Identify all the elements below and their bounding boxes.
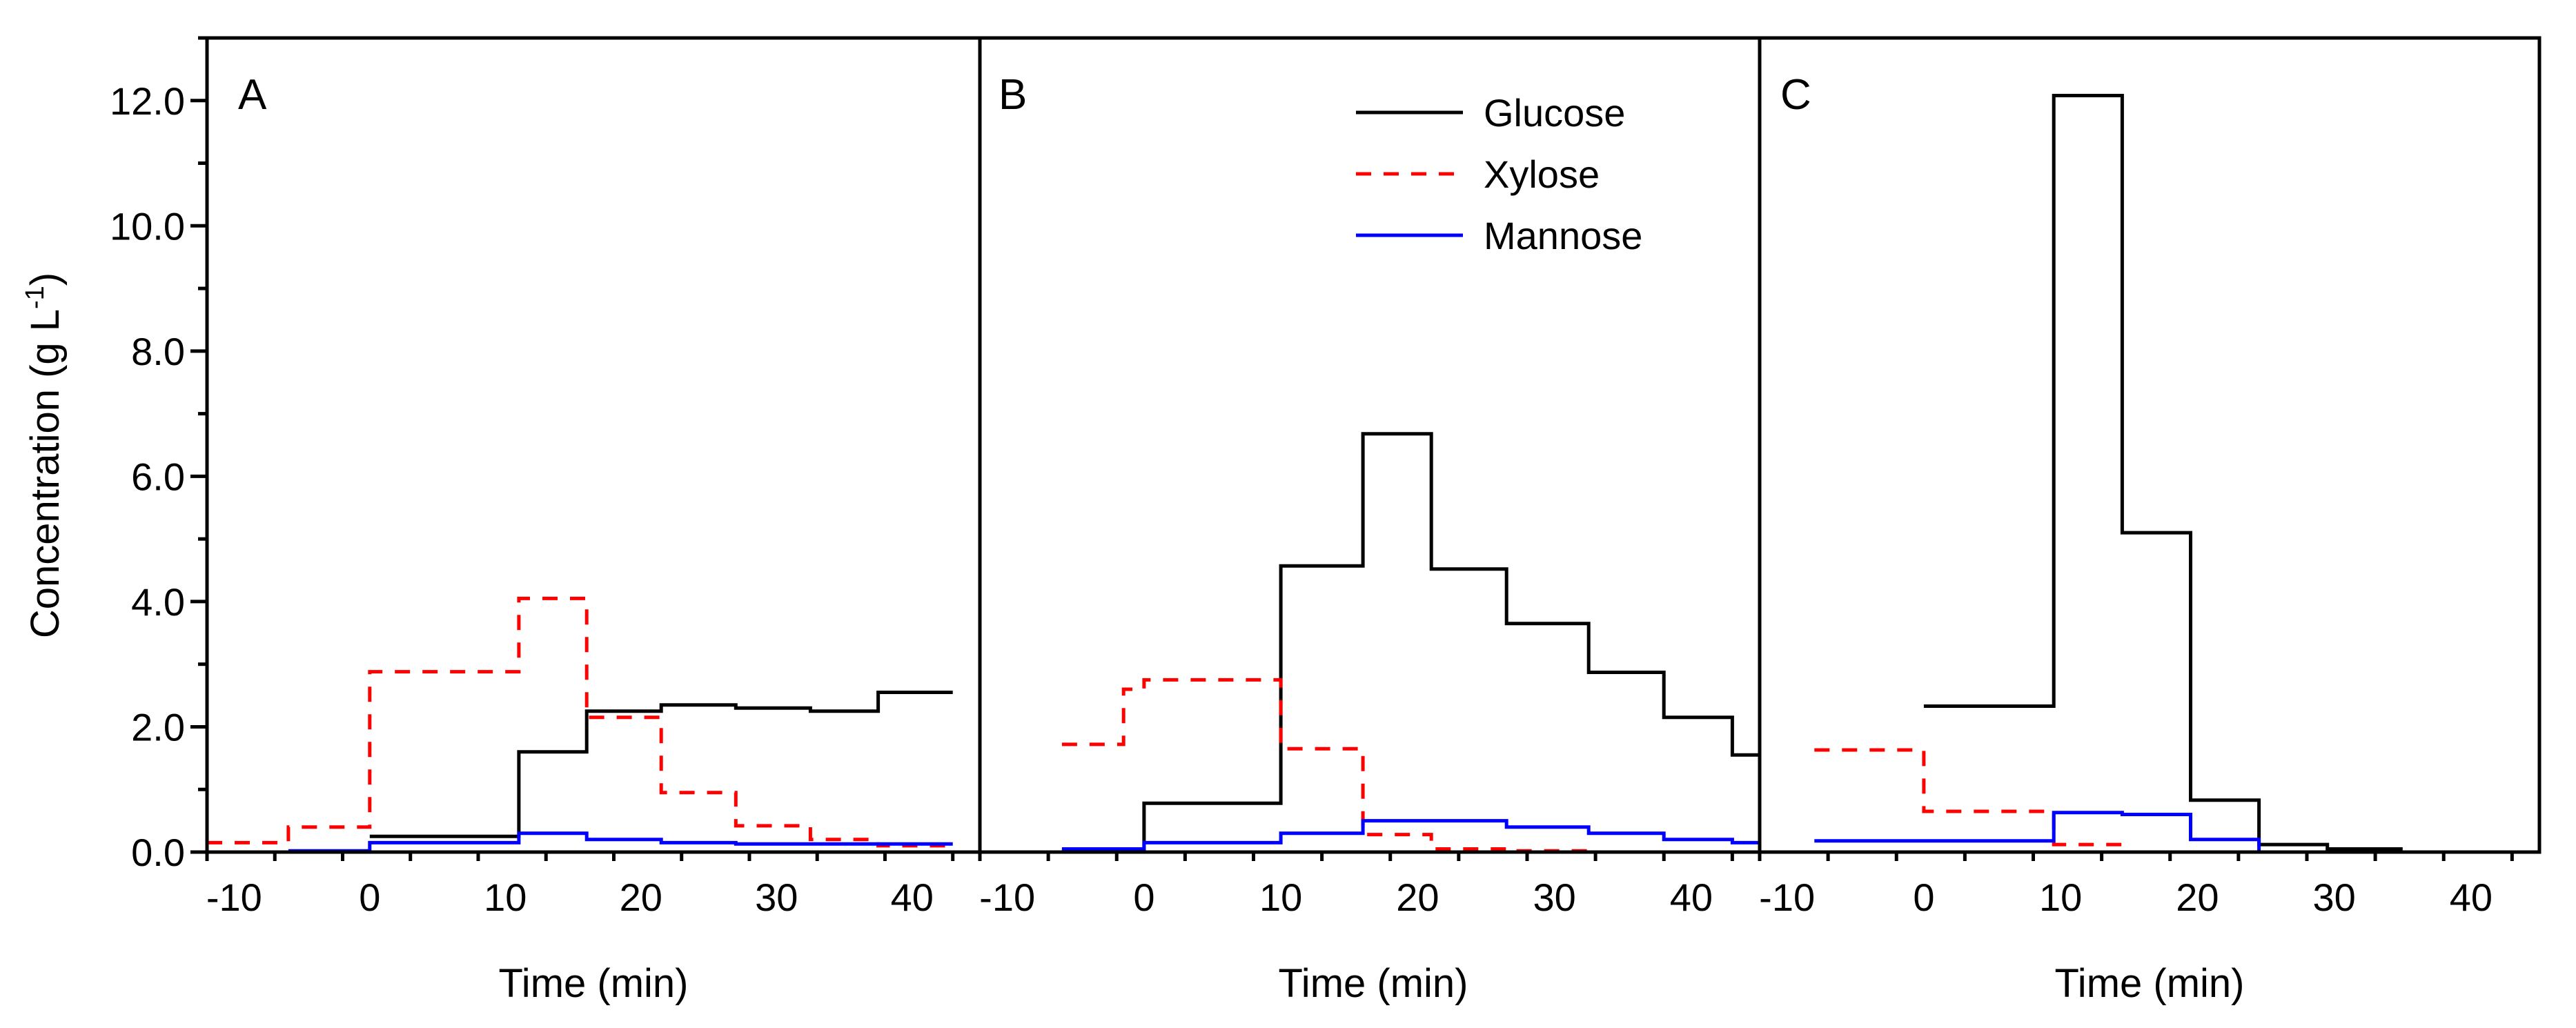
series-mannose-b — [1061, 819, 1760, 851]
series-glucose-a — [369, 691, 953, 838]
y-tick-label: 4.0 — [131, 580, 185, 624]
legend-label-glucose: Glucose — [1484, 91, 1625, 135]
x-axis-label-c: Time (min) — [2055, 961, 2245, 1006]
y-tick-label: 0.0 — [131, 831, 185, 874]
series-glucose-b — [1061, 432, 1760, 852]
y-axis-label: Concentration (g L-1) — [21, 273, 68, 638]
x-tick-label-b: 0 — [1133, 876, 1154, 919]
x-tick-label-b: 40 — [1670, 876, 1713, 919]
x-tick-label-b: 10 — [1259, 876, 1302, 919]
legend-label-mannose: Mannose — [1484, 214, 1642, 257]
series-mannose-c — [1814, 811, 2539, 852]
series-mannose-a — [288, 831, 953, 852]
y-tick-label: 8.0 — [131, 330, 185, 373]
x-tick-label-a: 30 — [755, 876, 798, 919]
plot-frame-b — [978, 36, 1762, 854]
panel-a: -10 0 10 20 30 40 A Time (min) — [190, 36, 982, 1006]
x-tick-label-a: 40 — [891, 876, 934, 919]
y-axis-label-superscript: -1 — [21, 286, 50, 309]
x-tick-label-c: -10 — [1759, 876, 1815, 919]
legend-label-xylose: Xylose — [1484, 152, 1600, 196]
panel-label-a: A — [238, 71, 267, 119]
plot-frame-a — [205, 36, 982, 854]
x-tick-label-c: 0 — [1913, 876, 1934, 919]
panel-c: -10 0 10 20 30 40 C Time (min) — [1758, 36, 2541, 1006]
series-xylose-a — [207, 596, 953, 848]
plot-frame-c — [1758, 36, 2541, 854]
y-axis-label-end: ) — [23, 273, 68, 286]
x-tick-label-c: 10 — [2039, 876, 2082, 919]
x-tick-label-b: 30 — [1533, 876, 1575, 919]
y-tick-label: 12.0 — [110, 79, 185, 123]
y-tick-label: 10.0 — [110, 204, 185, 248]
y-tick-label: 2.0 — [131, 705, 185, 749]
x-tick-label-a: 10 — [484, 876, 527, 919]
x-tick-label-c: 30 — [2312, 876, 2355, 919]
legend: Glucose Xylose Mannose — [1356, 91, 1642, 257]
x-tick-label-b: 20 — [1396, 876, 1439, 919]
y-tick-label: 6.0 — [131, 455, 185, 498]
x-axis-label-a: Time (min) — [499, 961, 689, 1006]
x-axis-label-b: Time (min) — [1279, 961, 1468, 1006]
x-tick-label-a: -10 — [206, 876, 262, 919]
series-xylose-b — [1061, 678, 1589, 852]
y-tick-labels: 0.0 2.0 4.0 6.0 8.0 10.0 12.0 — [110, 79, 185, 874]
x-tick-label-b: -10 — [979, 876, 1035, 919]
series-xylose-c — [1814, 748, 2123, 847]
x-tick-label-a: 20 — [620, 876, 662, 919]
x-tick-label-c: 40 — [2450, 876, 2493, 919]
panel-b: -10 0 10 20 30 40 B Time (min) — [978, 36, 1762, 1006]
y-axis-label-main: Concentration (g L — [23, 309, 68, 638]
x-tick-label-a: 0 — [359, 876, 380, 919]
panel-label-b: B — [999, 71, 1027, 119]
panel-label-c: C — [1780, 71, 1811, 119]
x-tick-label-c: 20 — [2176, 876, 2219, 919]
series-glucose-c — [1923, 94, 2403, 851]
